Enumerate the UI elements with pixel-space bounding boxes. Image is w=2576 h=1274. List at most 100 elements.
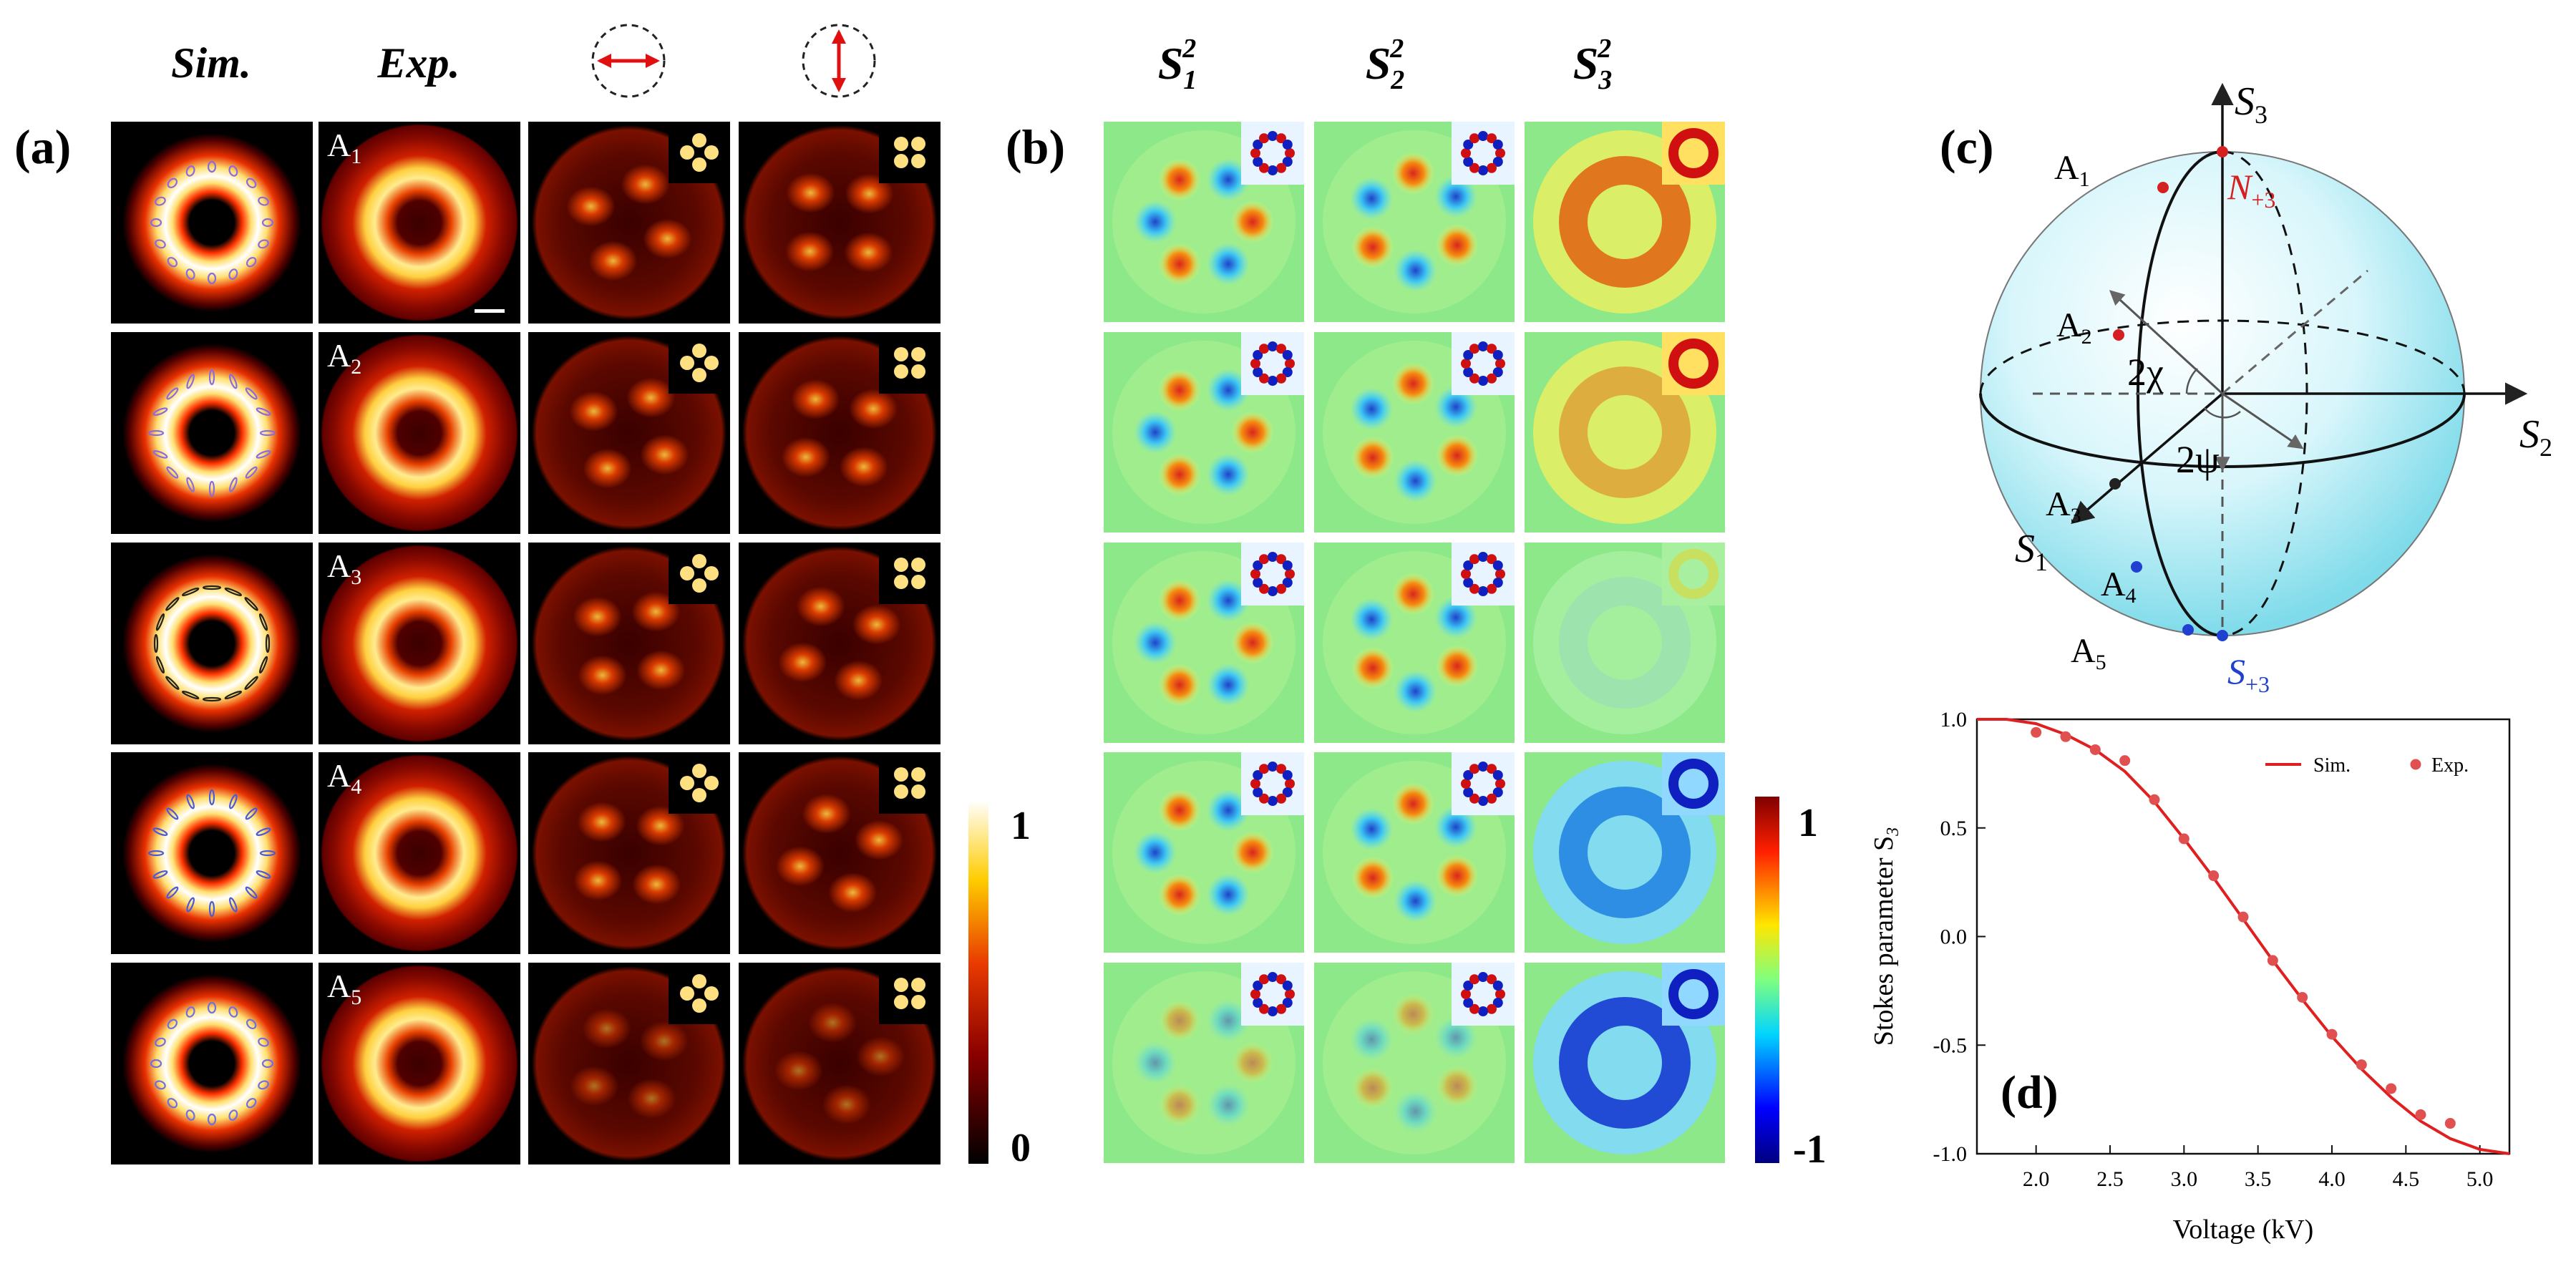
sphere-point-marker xyxy=(2157,182,2169,193)
petal-lobe xyxy=(828,872,878,913)
polarization-ellipse xyxy=(147,429,165,437)
sphere-point-marker xyxy=(2182,624,2194,636)
stokes-lobe xyxy=(1350,177,1394,220)
legend-sim-label: Sim. xyxy=(2313,754,2351,777)
polarization-ellipse xyxy=(155,1037,166,1047)
axis-label-s3: S3 xyxy=(2235,79,2268,129)
petal-lobe xyxy=(582,1008,631,1049)
sim-inset xyxy=(1241,332,1304,395)
sphere-point-marker xyxy=(2109,478,2121,490)
s2-squared-tile xyxy=(1314,543,1515,743)
vertical-filter-tile xyxy=(739,122,941,324)
petal-lobe xyxy=(627,1078,676,1119)
exp-intensity-tile xyxy=(319,543,520,744)
polarization-ellipse xyxy=(229,477,238,492)
petal-lobe xyxy=(791,379,840,419)
polarization-ellipse xyxy=(155,656,165,674)
s1-squared-tile xyxy=(1104,543,1304,743)
polarization-ellipse xyxy=(246,178,257,189)
stokes-lobe xyxy=(1158,242,1201,286)
south-pole-label: S+3 xyxy=(2227,651,2270,697)
stokes-lobe xyxy=(1435,223,1479,267)
petal-lobe xyxy=(778,642,827,683)
panel-b-image-grid xyxy=(1104,122,1725,1163)
stokes-lobe xyxy=(1394,248,1437,292)
exp-data-point xyxy=(2297,991,2308,1003)
petal-lobe xyxy=(621,164,670,205)
polarization-ellipse xyxy=(150,218,162,228)
stokes-lobe xyxy=(1394,669,1437,713)
stokes-lobe xyxy=(1134,411,1177,454)
sphere-point-label: A5 xyxy=(2071,632,2106,674)
polarization-ellipse xyxy=(244,676,258,690)
stokes-lobe xyxy=(1394,879,1437,923)
sim-inset xyxy=(1662,543,1725,606)
north-pole-marker xyxy=(2217,146,2228,157)
panel-label-d: (d) xyxy=(2001,1066,2059,1119)
s3-squared-tile xyxy=(1525,332,1725,533)
stokes-lobe xyxy=(1434,595,1478,639)
petal-lobe xyxy=(855,820,904,860)
colorbar-b-min: -1 xyxy=(1793,1127,1827,1172)
row-label-exp: A4 xyxy=(327,757,361,799)
polarization-ellipse xyxy=(185,1006,195,1018)
polarization-ellipse xyxy=(261,1059,274,1069)
vertical-filter-tile xyxy=(739,543,941,744)
stokes-lobe xyxy=(1207,242,1250,286)
polarization-ellipse xyxy=(256,450,271,459)
x-tick-label: 4.5 xyxy=(2393,1167,2420,1191)
polarization-ellipse xyxy=(224,587,243,596)
sphere-points: A1 A2 A3 A4 A5 xyxy=(2046,146,2228,674)
angle-label-psi: 2ψ xyxy=(2176,438,2220,481)
stokes-lobe xyxy=(1158,999,1201,1043)
polarization-ellipse xyxy=(229,374,238,389)
polarization-ellipse xyxy=(202,585,222,590)
svg-text:S22: S22 xyxy=(1366,34,1405,95)
stokes-lobe xyxy=(1207,872,1250,916)
exp-data-point xyxy=(2444,1118,2456,1129)
stokes-lobe xyxy=(1434,1016,1478,1059)
petal-lobe xyxy=(631,591,681,632)
stokes-lobe xyxy=(1394,1089,1437,1133)
polarization-ellipse xyxy=(258,239,269,249)
s1-squared-tile xyxy=(1104,122,1304,322)
colorbar-stokes: 1 -1 xyxy=(1755,797,1827,1172)
polarization-ellipse xyxy=(259,613,268,631)
petal-lobe xyxy=(852,604,901,645)
exp-data-point xyxy=(2178,833,2189,845)
s3-ring xyxy=(1559,156,1691,288)
polarization-ellipse xyxy=(165,597,180,611)
polarization-ellipse xyxy=(246,256,257,268)
stokes-lobe xyxy=(1350,387,1394,431)
polarization-ellipse xyxy=(166,466,179,479)
stokes-lobe xyxy=(1207,579,1250,623)
petal-lobe xyxy=(632,864,681,905)
polarization-ellipse xyxy=(208,480,215,497)
sim-inset xyxy=(1662,122,1725,185)
vertical-filter-tile xyxy=(739,963,941,1164)
sim-intensity-tile xyxy=(111,332,313,534)
scale-bar xyxy=(475,309,505,313)
vertical-polarizer-icon xyxy=(802,24,876,98)
horizontal-filter-tile xyxy=(528,332,730,534)
header-s1-squared: S12 xyxy=(1158,34,1197,95)
polarization-ellipse xyxy=(152,827,168,836)
polarization-ellipse xyxy=(186,897,195,913)
stokes-lobe xyxy=(1391,152,1435,195)
stokes-lobe xyxy=(1351,1066,1394,1110)
polarization-ellipse xyxy=(245,466,258,479)
sphere-point-marker xyxy=(2131,561,2142,573)
sim-inset xyxy=(879,963,941,1024)
stokes-lobe xyxy=(1207,789,1250,832)
polarization-ellipse xyxy=(155,613,165,631)
stokes-lobe xyxy=(1158,158,1201,202)
polarization-ellipse xyxy=(186,477,195,492)
svg-text:S32: S32 xyxy=(1573,34,1613,95)
petal-lobe xyxy=(802,793,851,834)
polarization-ellipse xyxy=(207,160,217,173)
sim-inset xyxy=(1452,332,1515,395)
stokes-lobe xyxy=(1434,805,1478,849)
polarization-ellipse xyxy=(246,1097,257,1109)
stokes-lobe xyxy=(1435,854,1479,898)
row-label-exp: A2 xyxy=(327,337,361,379)
